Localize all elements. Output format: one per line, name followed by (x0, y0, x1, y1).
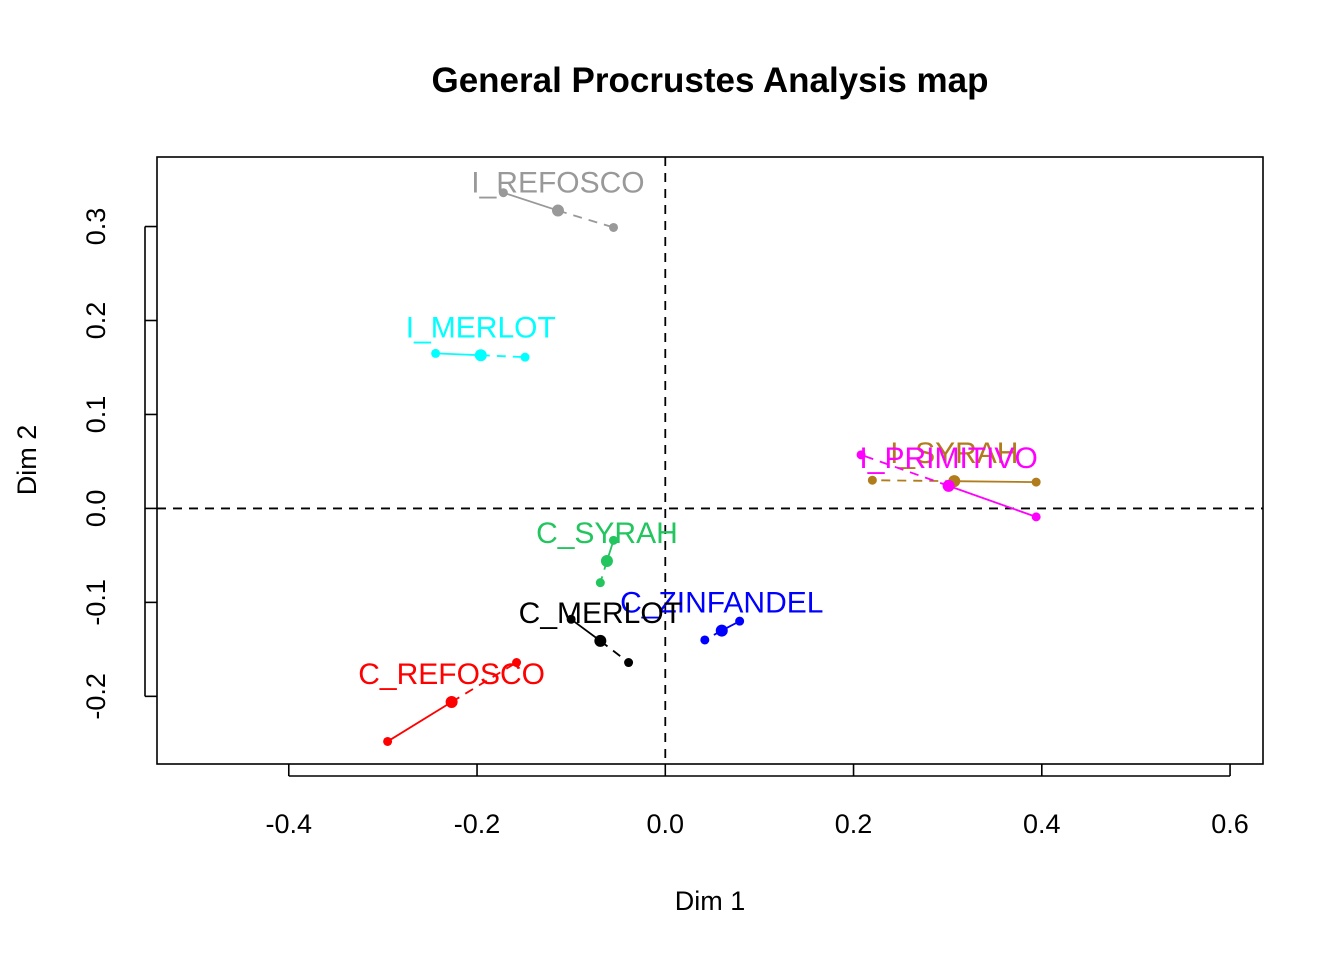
partial-point (595, 578, 605, 588)
partial-point (867, 475, 877, 485)
solid-segment (570, 618, 601, 642)
series-c-refosco: C_REFOSCO (358, 658, 545, 746)
x-tick-label: 0.6 (1211, 809, 1249, 839)
dashed-segment (872, 479, 955, 483)
solid-segment (435, 352, 481, 357)
point-label: I_PRIMITIVO (859, 442, 1037, 475)
x-tick-label: -0.4 (266, 809, 313, 839)
x-tick-label: 0.0 (647, 809, 685, 839)
partial-point (520, 352, 530, 362)
series-c-syrah: C_SYRAH (536, 517, 678, 588)
partial-point (856, 450, 866, 460)
mean-point (942, 479, 955, 492)
x-tick-label: 0.2 (835, 809, 873, 839)
mean-point (445, 695, 458, 708)
solid-segment (954, 480, 1037, 484)
y-tick-label: 0.2 (81, 302, 111, 340)
partial-point (566, 614, 576, 624)
series-c-merlot: C_MERLOT (519, 597, 682, 668)
solid-segment (503, 191, 559, 212)
partial-point (512, 658, 522, 668)
mean-point (594, 634, 607, 647)
dashed-segment (451, 661, 518, 703)
plot-frame (156, 156, 1264, 765)
axes: -0.4 -0.2 0.0 0.2 0.4 0.6 -0.2 -0.1 0.0 0.1 0.2 0.3 (81, 208, 1249, 839)
reference-lines (157, 157, 1263, 764)
x-axis-title: Dim 1 (675, 886, 746, 916)
partial-point (1031, 512, 1041, 522)
y-tick-label: -0.2 (81, 673, 111, 720)
x-tick-label: -0.2 (454, 809, 501, 839)
series-i-refosco: I_REFOSCO (471, 167, 645, 232)
x-tick-label: 0.4 (1023, 809, 1061, 839)
y-tick-label: 0.3 (81, 208, 111, 246)
mean-point (600, 555, 613, 568)
solid-segment (948, 485, 1037, 518)
partial-point (431, 348, 441, 358)
dashed-segment (557, 209, 614, 229)
dashed-segment (480, 354, 526, 359)
partial-point (700, 635, 710, 645)
mean-point (715, 624, 728, 637)
point-label: I_REFOSCO (471, 167, 644, 200)
series-c-zinfandel: C_ZINFANDEL (620, 587, 823, 645)
partial-point (498, 188, 508, 198)
point-label: I_SYRAH (890, 437, 1018, 470)
point-label: C_MERLOT (519, 597, 682, 630)
partial-point (624, 658, 634, 668)
point-label: I_MERLOT (406, 311, 556, 344)
series-i-primitivo: I_PRIMITIVO (856, 442, 1041, 522)
y-tick-label: -0.1 (81, 579, 111, 626)
partial-point (609, 222, 619, 232)
point-label: C_REFOSCO (358, 658, 545, 691)
y-tick-label: 0.1 (81, 396, 111, 434)
series-i-merlot: I_MERLOT (406, 311, 556, 362)
partial-point (383, 736, 393, 746)
y-tick-label: 0.0 (81, 490, 111, 528)
series-i-syrah: I_SYRAH (867, 437, 1041, 488)
y-axis-title: Dim 2 (12, 425, 42, 496)
partial-point (735, 616, 745, 626)
point-label: C_SYRAH (536, 517, 678, 550)
solid-segment (387, 701, 453, 743)
chart-title: General Procrustes Analysis map (431, 61, 988, 100)
partial-point (609, 535, 619, 545)
partial-point (1031, 477, 1041, 487)
mean-point (551, 204, 564, 217)
point-label: C_ZINFANDEL (620, 587, 823, 620)
mean-point (474, 349, 487, 362)
